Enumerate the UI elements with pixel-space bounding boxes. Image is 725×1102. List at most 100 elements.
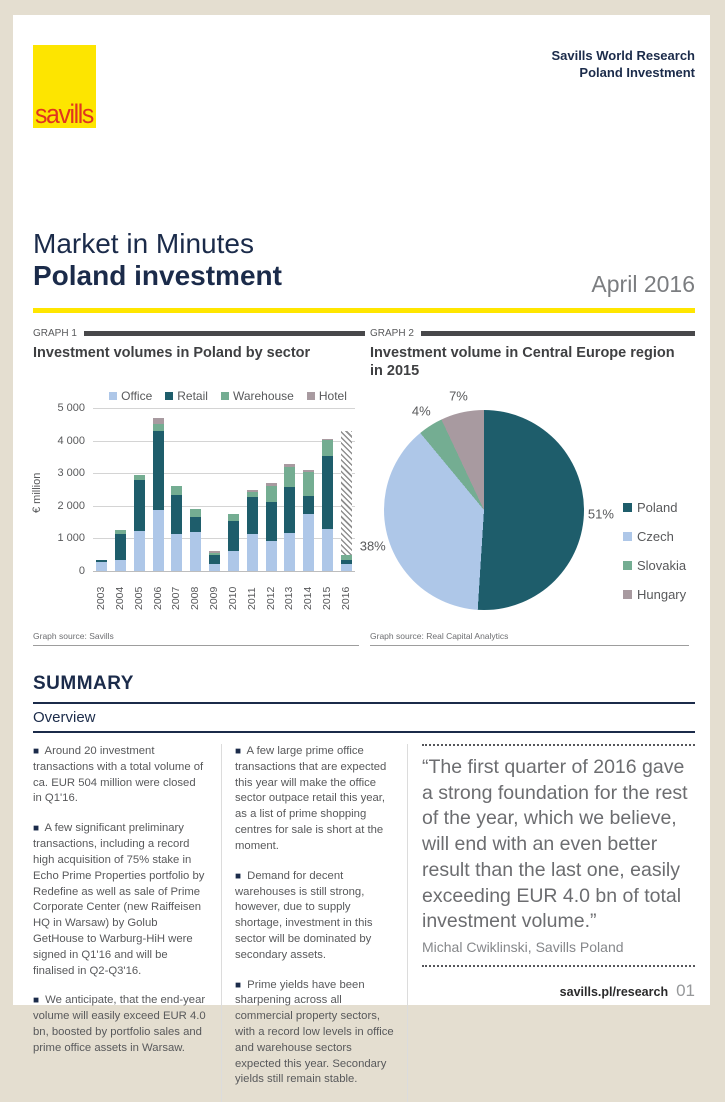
bar-segment-forecast <box>340 430 352 555</box>
legend-item-office: Office <box>109 389 152 403</box>
bar-2014 <box>303 470 315 571</box>
bar-2015 <box>322 439 334 571</box>
bar-segment-office <box>227 551 239 571</box>
bar-2016 <box>340 430 352 571</box>
publication-date: April 2016 <box>591 271 695 297</box>
summary-bullet: ■ Demand for decent warehouses is still … <box>235 869 373 961</box>
bar-segment-office <box>340 563 352 571</box>
bar-segment-office <box>171 533 183 571</box>
bar-chart: € million 5 000 4 000 3 000 2 000 1 000 0 200… <box>31 402 365 648</box>
research-url-link[interactable]: savills.pl/research <box>559 985 669 999</box>
bar-2006 <box>152 417 164 571</box>
graph1-tagbar <box>83 331 365 336</box>
gridline <box>93 538 355 540</box>
legend-swatch <box>306 392 315 400</box>
quote-author: Michal Cwiklinski, Savills Poland <box>422 939 624 956</box>
gridline <box>93 440 355 442</box>
page-footer: savills.pl/research 01 <box>560 981 695 1001</box>
legend-label: Hungary <box>637 587 687 602</box>
x-tick-label: 2004 <box>113 586 126 610</box>
pie-slice-label-slovakia: 4% <box>411 403 431 419</box>
graph1-tag: GRAPH 1 <box>33 328 77 339</box>
document-page: savills Savills World Research Poland In… <box>13 15 710 1102</box>
bar-segment-retail <box>227 521 239 552</box>
bar-segment-office <box>114 560 126 571</box>
legend-item-hotel: Hotel <box>306 389 347 403</box>
x-tick-label: 2010 <box>226 586 239 610</box>
x-tick-label: 2016 <box>339 586 352 610</box>
legend-label: Slovakia <box>637 558 687 573</box>
legend-swatch <box>623 503 632 512</box>
bullet-square-icon: ■ <box>235 979 242 991</box>
bar-segment-hotel <box>209 551 221 553</box>
bar-segment-retail <box>340 559 352 564</box>
bullet-square-icon: ■ <box>33 746 40 757</box>
x-tick-label: 2015 <box>321 586 334 610</box>
y-tick-label: 3 000 <box>57 467 85 480</box>
gridline <box>93 473 355 475</box>
bar-segment-office <box>265 540 277 571</box>
gridline <box>93 505 355 507</box>
x-tick-label: 2011 <box>245 587 258 610</box>
bar-segment-retail <box>114 533 126 561</box>
legend-swatch <box>623 532 632 541</box>
bar-2010 <box>227 514 239 571</box>
legend-label: Warehouse <box>232 389 294 403</box>
graph1-tagrow: GRAPH 1 <box>33 328 365 339</box>
bar-2012 <box>265 483 277 571</box>
bullet-square-icon: ■ <box>235 746 242 757</box>
bullet-square-icon: ■ <box>235 870 242 882</box>
bullet-square-icon: ■ <box>33 995 40 1007</box>
summary-bullet: ■ A few large prime office transactions … <box>235 745 387 852</box>
bar-2007 <box>171 486 183 571</box>
yellow-divider <box>33 308 695 313</box>
bar-segment-retail <box>96 559 107 563</box>
savills-logo: savills <box>33 45 96 128</box>
summary-divider-thick <box>33 702 695 704</box>
pie-legend-item-slovakia: Slovakia <box>623 558 686 573</box>
y-tick-label: 1 000 <box>57 532 85 545</box>
legend-swatch <box>623 590 632 599</box>
legend-swatch <box>165 392 174 400</box>
bar-2009 <box>209 551 221 571</box>
gridline <box>93 408 355 409</box>
bar-2011 <box>246 489 258 571</box>
x-tick-label: 2012 <box>264 586 277 610</box>
pie-legend-item-czech: Czech <box>623 529 686 544</box>
bar-segment-office <box>246 533 258 571</box>
bar-segment-hotel <box>265 483 277 487</box>
savills-logo-text: savills <box>35 99 94 128</box>
y-tick-label: 0 <box>78 565 85 577</box>
header-line2: Poland Investment <box>579 65 695 81</box>
x-tick-label: 2007 <box>170 586 183 610</box>
graph1-title: Investment volumes in Poland by sector <box>33 345 311 361</box>
graph2-section: GRAPH 2 Investment volume in Central Eur… <box>360 328 695 658</box>
bar-segment-warehouse <box>284 466 296 487</box>
bar-2003 <box>96 559 107 571</box>
bar-segment-warehouse <box>246 492 258 497</box>
bar-chart-legend: Office Retail Warehouse Hotel <box>91 389 365 403</box>
bar-segment-office <box>133 531 145 571</box>
quote-text: “The first quarter of 2016 gave a strong… <box>422 756 688 933</box>
bar-segment-warehouse <box>152 423 164 431</box>
legend-item-retail: Retail <box>165 389 208 403</box>
y-tick-label: 4 000 <box>57 434 85 447</box>
graph2-tagbar <box>420 331 695 336</box>
legend-swatch <box>623 561 632 570</box>
summary-column-quote: “The first quarter of 2016 gave a strong… <box>408 744 695 1102</box>
x-tick-label: 2014 <box>302 586 315 610</box>
quote-box: “The first quarter of 2016 gave a strong… <box>422 744 695 968</box>
bar-segment-hotel <box>152 417 164 424</box>
summary-divider-thin <box>33 731 695 733</box>
summary-columns: ■ Around 20 investment transactions with… <box>33 744 695 1102</box>
legend-label: Czech <box>637 529 674 544</box>
summary-bullet: ■ We anticipate, that the end-year volum… <box>33 994 206 1054</box>
summary-section: SUMMARY Overview <box>33 673 695 733</box>
bar-segment-warehouse <box>114 530 126 534</box>
legend-label: Poland <box>637 500 678 515</box>
bar-segment-retail <box>284 486 296 533</box>
x-tick-label: 2009 <box>208 586 221 610</box>
bar-segment-hotel <box>322 439 334 440</box>
bar-segment-retail <box>209 554 221 565</box>
legend-label: Hotel <box>318 389 347 403</box>
